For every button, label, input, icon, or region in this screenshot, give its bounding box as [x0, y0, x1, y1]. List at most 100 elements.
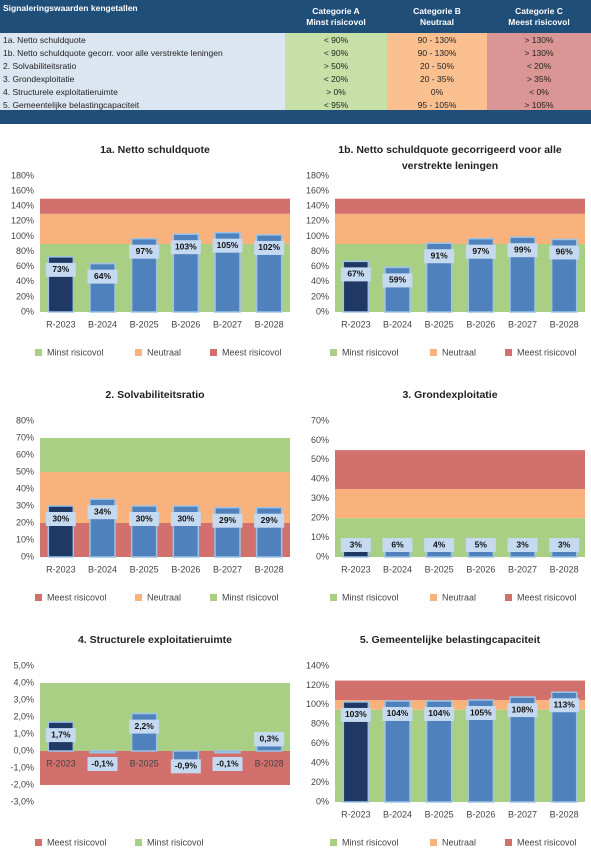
threshold-cell: < 20%	[487, 59, 591, 72]
value-label: 3%	[558, 539, 571, 549]
value-label: 91%	[431, 250, 448, 260]
y-tick-label: 60%	[16, 449, 34, 459]
y-tick-label: 30%	[16, 500, 34, 510]
x-tick-label: B-2026	[171, 319, 200, 329]
chart-panel: 0% 10% 20% 30% 40% 50% 60% 70% R-2023 3% B-2024 6% B…	[295, 380, 590, 618]
value-label: -0,1%	[216, 758, 239, 768]
threshold-cell: > 35%	[487, 72, 591, 85]
y-tick-label: 140%	[11, 201, 34, 211]
chart-panel: 0% 20% 40% 60% 80% 100% 120% 140% R-2023 103% B-20…	[295, 625, 590, 863]
value-label-box	[45, 262, 76, 277]
threshold-cell: 0%	[387, 85, 487, 98]
zone	[335, 700, 585, 710]
x-tick-label: B-2027	[508, 564, 537, 574]
chart-title: 4. Structurele exploitatieruimte	[77, 634, 233, 646]
zone	[335, 450, 585, 489]
x-tick-label: R-2023	[46, 758, 76, 768]
value-label: 97%	[136, 246, 153, 256]
y-tick-label: 10%	[311, 532, 329, 542]
row-label: 3. Grondexploitatie	[0, 72, 285, 85]
x-tick-label: B-2027	[508, 319, 537, 329]
legend-label: Minst risicovol	[342, 347, 399, 357]
chart-title: 2. Solvabiliteitsratio	[105, 389, 205, 401]
legend-swatch	[505, 839, 512, 846]
bar	[509, 550, 536, 558]
legend-label: Minst risicovol	[47, 347, 104, 357]
threshold-cell: 20 - 50%	[387, 59, 487, 72]
chart: -3,0% -2,0% -1,0% 0,0% 1,0% 2,0% 3,0% 4,0% 5,0% R…	[10, 660, 290, 847]
value-label: 67%	[347, 269, 364, 279]
x-tick-label: B-2024	[383, 319, 412, 329]
legend-swatch	[35, 349, 42, 356]
value-label: 113%	[554, 699, 576, 709]
y-tick-label: 160%	[11, 185, 34, 195]
zone	[40, 198, 290, 214]
value-label: 104%	[428, 708, 450, 718]
y-tick-label: 0,0%	[13, 745, 34, 755]
header-line: Categorie B	[413, 5, 461, 16]
value-label: 103%	[345, 709, 367, 719]
y-tick-label: 50%	[16, 466, 34, 476]
x-tick-label: B-2027	[213, 319, 242, 329]
table-header: Signaleringswaarden kengetallen Categori…	[0, 0, 591, 33]
value-label: 34%	[94, 506, 111, 516]
value-label: 2,2%	[134, 721, 154, 731]
bar	[550, 550, 578, 558]
header-cell: Categorie B Neutraal	[387, 0, 487, 33]
x-tick-label: R-2023	[46, 319, 76, 329]
header-line: Neutraal	[419, 16, 454, 27]
y-tick-label: 140%	[306, 201, 329, 211]
value-label-box	[382, 273, 413, 288]
y-tick-label: 140%	[306, 660, 329, 670]
threshold-cell: 20 - 35%	[387, 72, 487, 85]
value-label-box	[340, 538, 371, 552]
y-tick-label: 120%	[11, 216, 34, 226]
y-tick-label: 120%	[306, 680, 329, 690]
value-label-box	[170, 240, 201, 255]
legend-label: Meest risicovol	[47, 592, 107, 602]
value-label: 96%	[556, 247, 573, 257]
y-tick-label: 20%	[16, 291, 34, 301]
zone	[335, 680, 585, 700]
legend-label: Neutraal	[442, 347, 476, 357]
y-tick-label: 40%	[16, 483, 34, 493]
legend-label: Minst risicovol	[147, 837, 204, 847]
value-label: 102%	[258, 242, 280, 252]
legend-swatch	[505, 594, 512, 601]
legend-label: Neutraal	[442, 837, 476, 847]
threshold-cell: < 0%	[487, 85, 591, 98]
y-tick-label: 1,0%	[13, 728, 34, 738]
value-label: 105%	[217, 240, 239, 250]
chart: 0% 20% 40% 60% 80% 100% 120% 140% 160% 180% R-2023…	[306, 170, 585, 357]
y-tick-label: -3,0%	[10, 796, 34, 806]
zone	[40, 472, 290, 523]
value-label: 29%	[219, 515, 236, 525]
value-label-box	[254, 513, 285, 528]
legend-swatch	[135, 839, 142, 846]
y-tick-label: 0%	[21, 306, 34, 316]
x-tick-label: B-2026	[466, 809, 495, 819]
legend-label: Minst risicovol	[222, 592, 279, 602]
value-label: 30%	[136, 513, 153, 523]
legend-swatch	[505, 349, 512, 356]
threshold-cell: 95 - 105%	[387, 98, 487, 111]
y-tick-label: 80%	[16, 246, 34, 256]
row-label: 4. Structurele exploitatieruimte	[0, 85, 285, 98]
zone	[40, 751, 290, 785]
value-label: 3%	[350, 539, 363, 549]
y-tick-label: -1,0%	[10, 762, 34, 772]
bar	[255, 745, 283, 752]
value-label-box	[340, 267, 371, 282]
value-label: 5%	[475, 539, 488, 549]
y-tick-label: 40%	[311, 758, 329, 768]
value-label-box	[170, 512, 201, 526]
value-label-box	[129, 244, 160, 259]
y-tick-label: 180%	[11, 170, 34, 180]
value-label: 0,3%	[259, 733, 279, 743]
row-label: 2. Solvabiliteitsratio	[0, 59, 285, 72]
y-tick-label: 0%	[316, 551, 329, 561]
value-label-box	[45, 728, 76, 743]
chart-title: 5. Gemeentelijke belastingcapaciteit	[359, 634, 541, 646]
table-row: 1b. Netto schuldquote gecorr. voor alle …	[0, 46, 591, 59]
